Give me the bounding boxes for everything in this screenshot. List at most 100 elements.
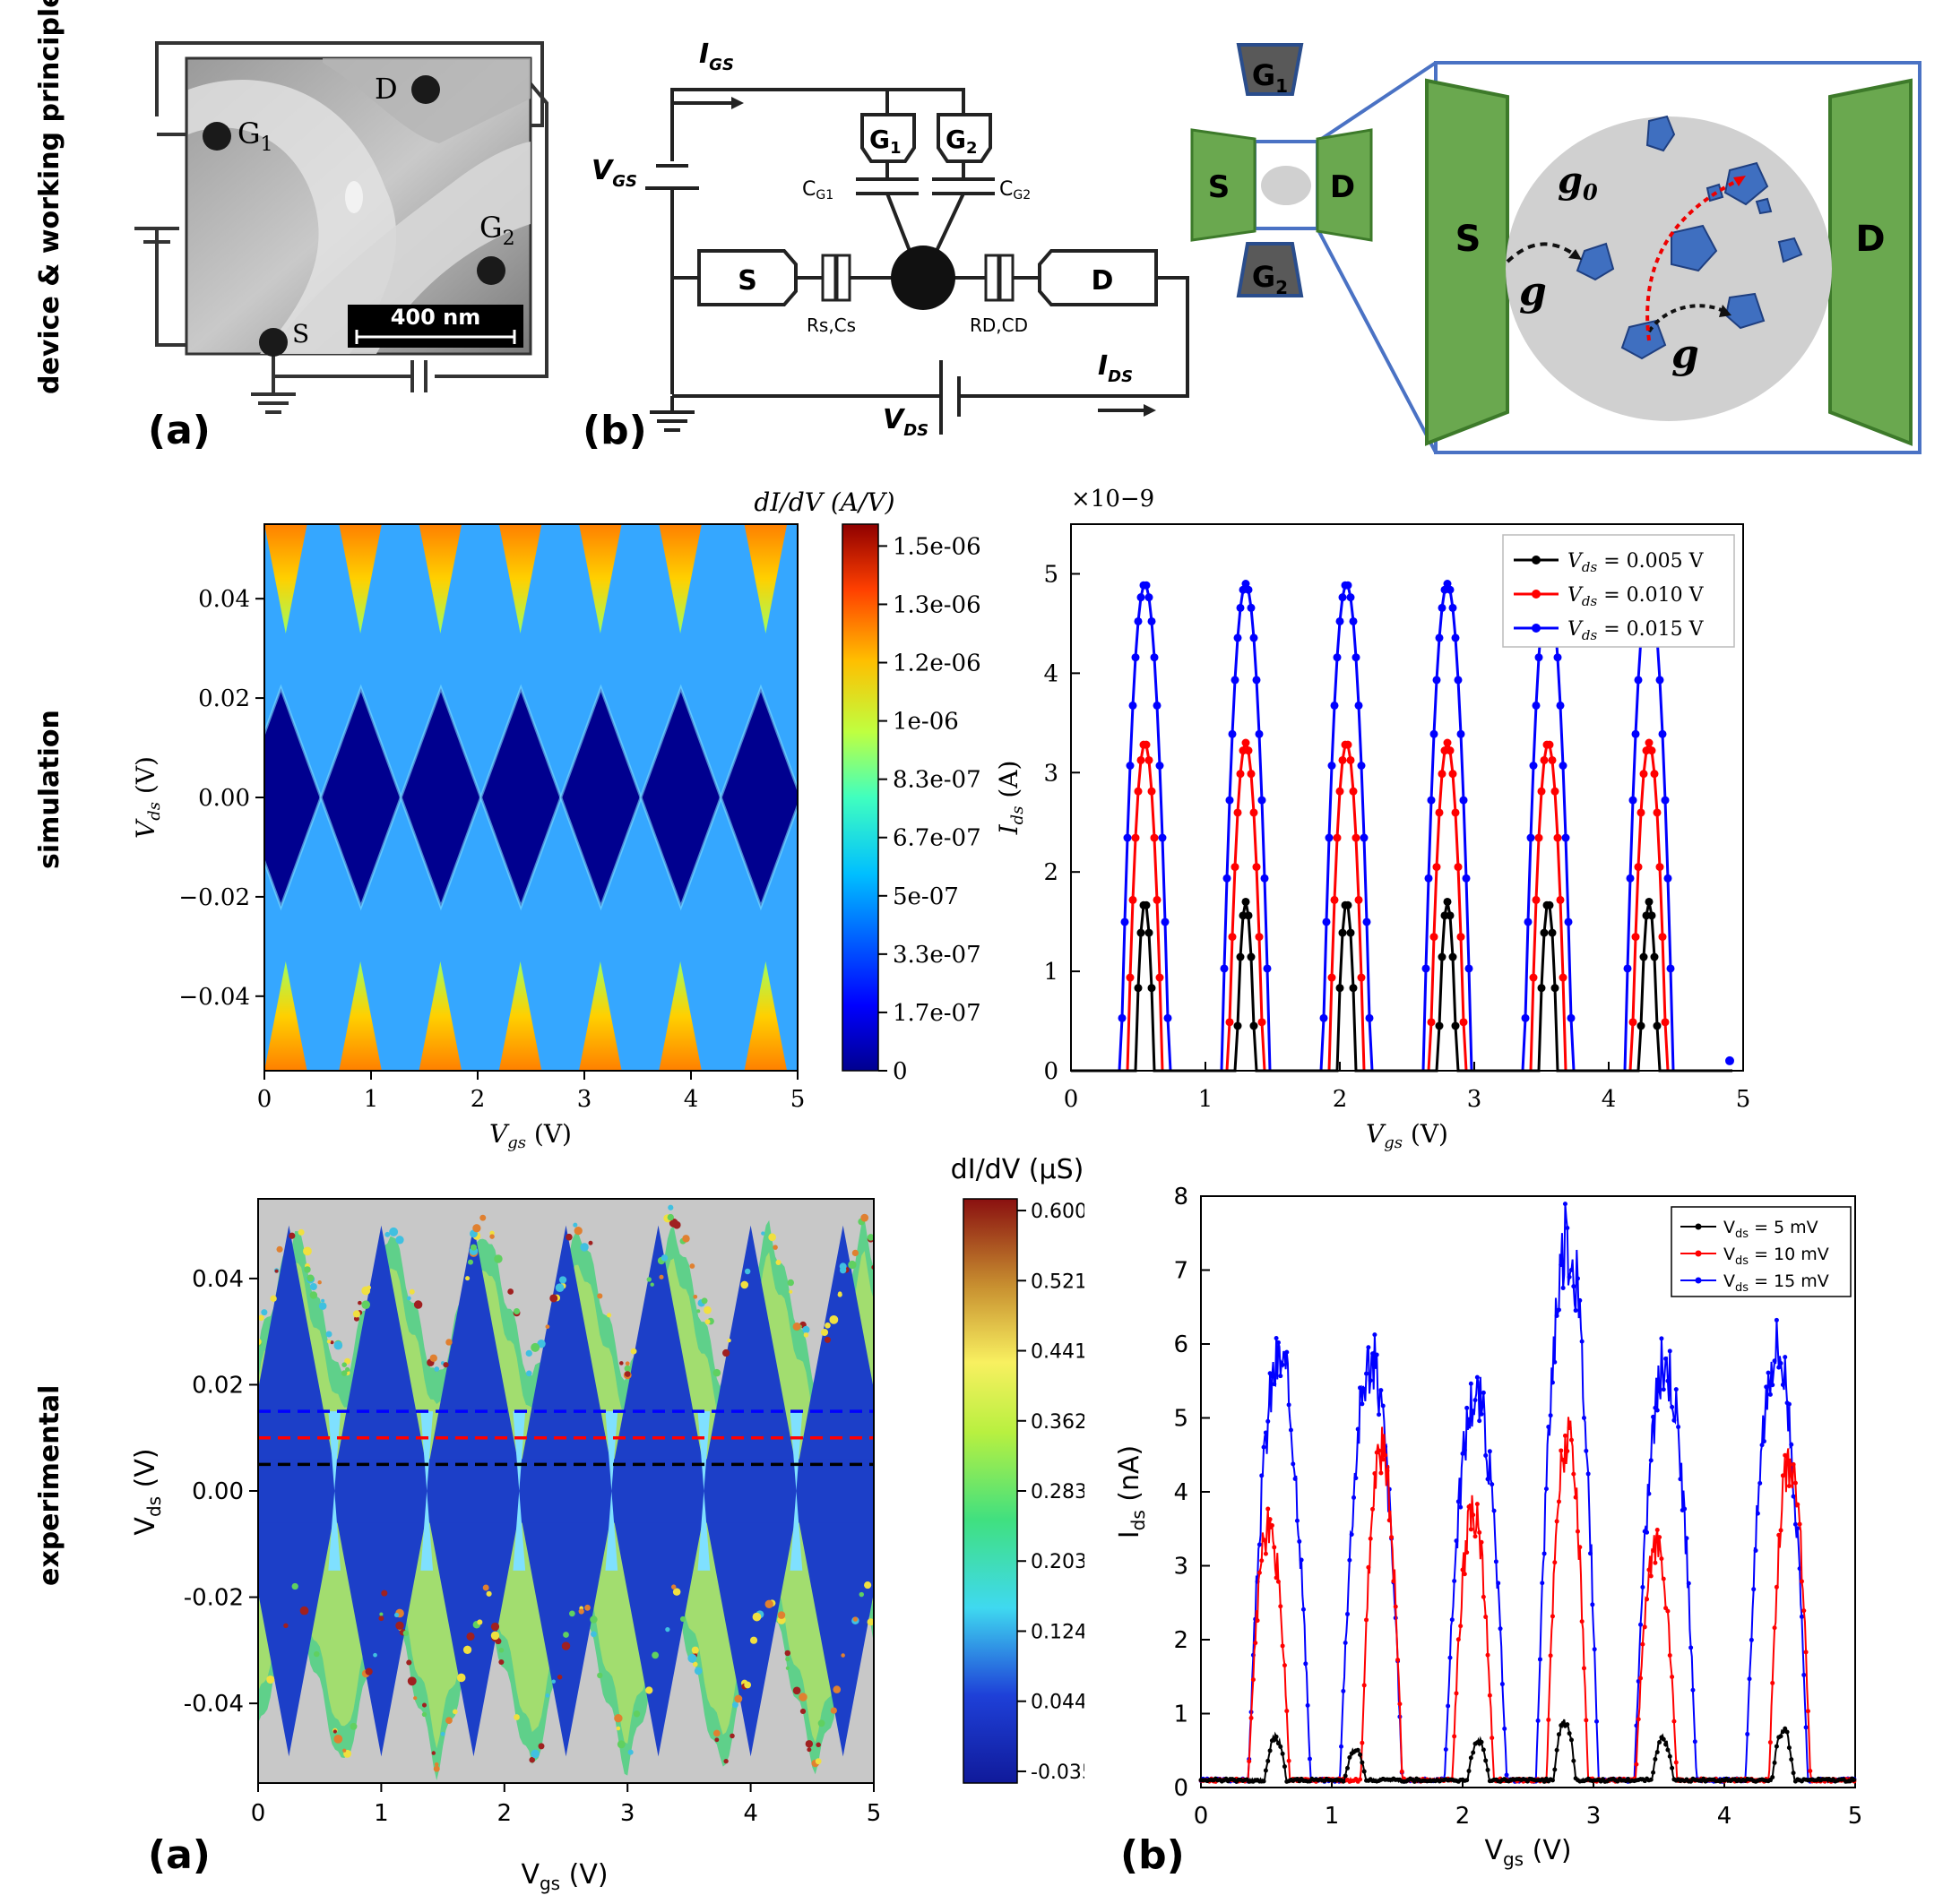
noise-speckle	[624, 1365, 631, 1372]
data-point	[1142, 581, 1151, 590]
row-label-device: device & working principle	[34, 0, 65, 394]
rscs-label: Rs,Cs	[807, 314, 856, 336]
data-point	[1247, 952, 1256, 961]
noise-speckle	[325, 1331, 332, 1338]
data-point	[1456, 933, 1465, 942]
x-tick-label: 0	[251, 1800, 266, 1827]
sim-line-panel: 0 1 2 3 4 5 0 1 2 3 4 5 ×10−9 Vgs (V) Ids (A) Vds = 0.…	[995, 486, 1750, 1152]
noise-speckle	[314, 1650, 320, 1658]
series-line	[1071, 901, 1732, 1073]
exp-heat-xlabel: Vgs (V)	[521, 1859, 608, 1894]
noise-speckle	[768, 1233, 776, 1242]
data-point	[1792, 1480, 1798, 1486]
noise-speckle	[689, 1263, 695, 1269]
data-point	[1640, 1584, 1645, 1590]
data-point	[1284, 1349, 1290, 1355]
data-point	[1366, 1345, 1371, 1350]
data-point	[1351, 1495, 1357, 1500]
data-point	[1493, 1559, 1498, 1564]
warm-peak-bottom	[659, 961, 702, 1071]
data-point	[1690, 1687, 1696, 1693]
data-point	[1541, 1551, 1547, 1556]
data-point	[1803, 1650, 1809, 1655]
data-point	[1446, 585, 1455, 594]
data-point	[1253, 1641, 1258, 1646]
data-point	[1462, 1447, 1467, 1452]
legend-label: Vds = 0.010 V	[1567, 584, 1705, 609]
data-point	[1590, 1602, 1595, 1607]
exp-colorbar-title: dI/dV (µS)	[951, 1156, 1084, 1185]
data-point	[1532, 701, 1541, 710]
data-point	[1671, 1417, 1677, 1423]
sem-g2-label: G2	[479, 211, 515, 250]
legend-box	[1671, 1206, 1852, 1297]
colorbar-tick-label: 0.124	[1031, 1621, 1084, 1643]
data-point	[1275, 1741, 1281, 1746]
data-point	[1535, 1718, 1541, 1723]
data-point	[1338, 593, 1347, 602]
data-point	[1241, 897, 1250, 906]
warm-peak-bottom	[419, 961, 462, 1071]
y-axis-label: Ids (A)	[995, 761, 1027, 836]
noise-speckle	[749, 1636, 758, 1644]
noise-speckle	[694, 1667, 703, 1676]
data-point	[1291, 1461, 1296, 1467]
diamond-edge	[719, 797, 798, 911]
data-point	[1257, 1018, 1266, 1027]
data-point	[1163, 1013, 1172, 1022]
data-point	[1661, 1736, 1666, 1742]
data-point	[1553, 833, 1562, 842]
data-point	[1274, 1734, 1279, 1739]
data-point	[1667, 1653, 1672, 1658]
data-point	[1556, 1307, 1561, 1313]
data-point	[1131, 833, 1140, 842]
noise-speckle	[670, 1584, 677, 1590]
colorbar-tick-label: 1.3e-06	[893, 591, 981, 618]
data-point	[1335, 984, 1344, 993]
data-point	[1537, 787, 1546, 796]
noise-speckle	[646, 1277, 652, 1282]
x-tick-label: 4	[743, 1800, 758, 1827]
noise-speckle	[341, 1362, 347, 1367]
y-tick-label: 1	[1043, 959, 1058, 986]
coulomb-diamond	[264, 688, 322, 907]
data-point	[1759, 1443, 1765, 1448]
data-point	[1233, 633, 1242, 642]
data-point	[1297, 1538, 1302, 1544]
data-point	[1435, 1021, 1444, 1030]
warm-peak-bottom	[498, 961, 542, 1071]
noise-speckle	[625, 1361, 630, 1366]
data-point	[1487, 1449, 1492, 1454]
noise-speckle	[597, 1672, 603, 1679]
warm-peak-bottom	[744, 961, 788, 1071]
data-point	[1443, 580, 1452, 589]
data-point	[1150, 833, 1159, 842]
noise-speckle	[761, 1231, 765, 1236]
data-point	[1688, 1645, 1694, 1650]
noise-speckle	[616, 1726, 621, 1731]
data-point	[1126, 762, 1135, 771]
noise-speckle	[489, 1230, 495, 1236]
data-point	[1560, 1285, 1566, 1290]
data-point	[1661, 1018, 1670, 1027]
data-point	[1272, 1545, 1277, 1550]
data-point	[1220, 964, 1229, 973]
data-point	[1263, 1430, 1268, 1435]
noise-speckle	[274, 1269, 279, 1273]
noise-speckle	[468, 1259, 474, 1265]
data-point	[1483, 1452, 1489, 1458]
data-point	[1247, 1759, 1252, 1764]
data-point	[1446, 1703, 1451, 1709]
warm-peak-top	[659, 524, 702, 633]
data-point	[1565, 1226, 1570, 1231]
y-tick-label: 2	[1173, 1627, 1188, 1654]
data-point	[1378, 1388, 1384, 1393]
data-point	[1584, 1448, 1589, 1453]
noise-speckle	[490, 1631, 500, 1641]
noise-speckle	[785, 1657, 790, 1662]
data-point	[1556, 1732, 1561, 1737]
data-point	[1241, 580, 1250, 589]
data-point	[1529, 762, 1538, 771]
data-point	[1424, 874, 1433, 883]
data-point	[1362, 918, 1371, 926]
